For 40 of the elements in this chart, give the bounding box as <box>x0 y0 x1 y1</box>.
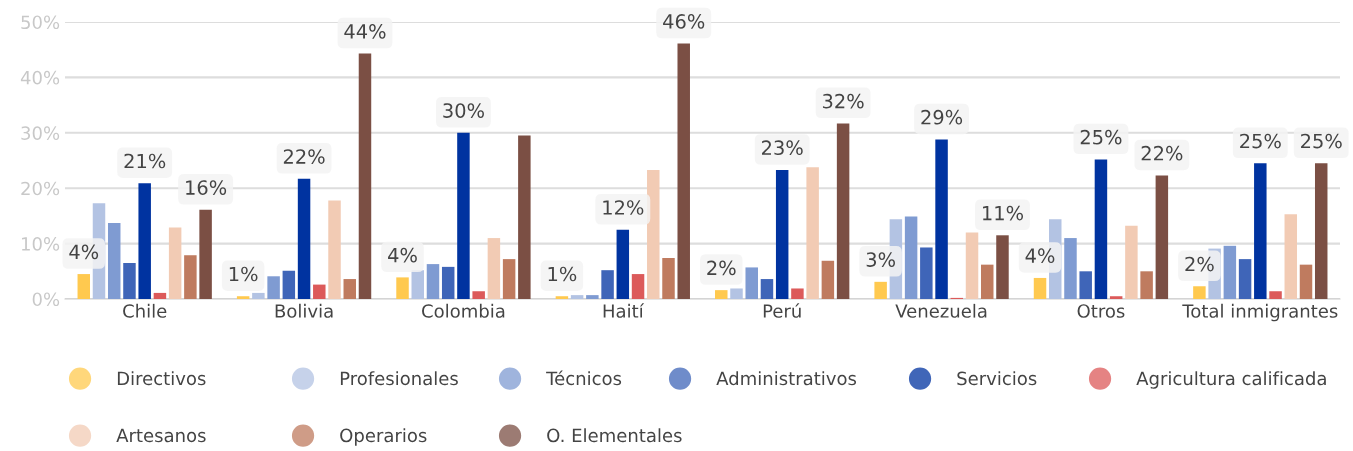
legend-label: Servicios <box>957 371 1037 386</box>
data-label: 1% <box>548 266 577 282</box>
x-tick-label: Bolivia <box>275 303 333 318</box>
legend-label: Operarios <box>340 428 427 446</box>
x-tick-label: Perú <box>763 303 801 318</box>
data-label: 29% <box>921 109 963 125</box>
x-tick-label: Otros <box>1077 304 1125 318</box>
data-label: 3% <box>866 252 895 267</box>
data-label: 11% <box>983 205 1024 221</box>
data-label: 2% <box>707 260 736 276</box>
legend-label: Técnicos <box>546 370 622 386</box>
data-label: 16% <box>186 180 227 195</box>
data-label: 32% <box>822 93 864 109</box>
data-label: 2% <box>1185 256 1214 272</box>
data-label: 1% <box>229 266 258 282</box>
x-tick-label: Colombia <box>422 303 505 318</box>
data-label: 44% <box>344 23 386 39</box>
x-tick-label: Venezuela <box>895 303 987 318</box>
data-label: 46% <box>663 14 705 29</box>
legend-label: O. Elementales <box>547 428 682 443</box>
legend-label: Directivos <box>117 371 206 386</box>
data-label: 23% <box>762 140 803 156</box>
legend-label: Administrativos <box>716 371 857 386</box>
data-label: 22% <box>1141 145 1183 161</box>
data-label: 12% <box>603 200 644 215</box>
x-tick-label: Total inmigrantes <box>1182 303 1338 322</box>
data-label: 4% <box>388 247 417 263</box>
data-label: 25% <box>1301 133 1342 149</box>
legend-label: Artesanos <box>116 428 206 443</box>
data-label: 21% <box>124 153 166 169</box>
data-label: 22% <box>283 149 325 164</box>
data-label: 25% <box>1240 133 1281 149</box>
legend-label: Agricultura calificada <box>1136 371 1326 389</box>
data-label: 30% <box>443 103 484 118</box>
x-tick-label: Haití <box>603 303 645 318</box>
legend-label: Profesionales <box>340 371 458 386</box>
data-label: 25% <box>1080 129 1122 145</box>
data-label: 4% <box>1025 248 1055 264</box>
data-label: 4% <box>69 244 99 260</box>
x-tick-label: Chile <box>123 303 167 318</box>
